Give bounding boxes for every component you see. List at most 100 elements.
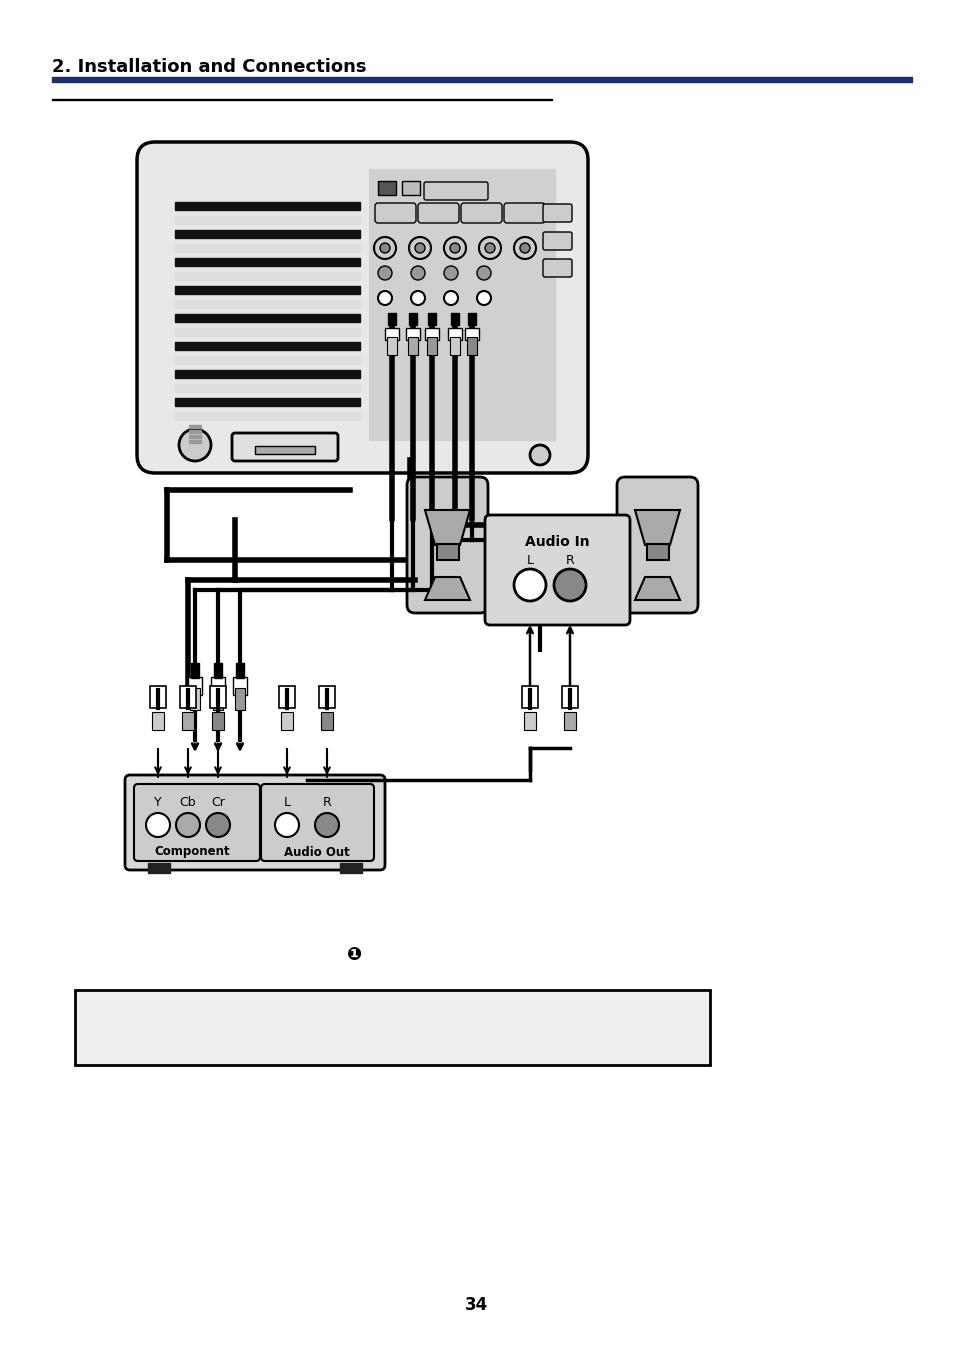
Bar bbox=[451, 313, 458, 325]
Bar bbox=[174, 202, 359, 210]
Bar bbox=[174, 342, 359, 350]
Bar bbox=[174, 231, 359, 239]
Bar bbox=[150, 686, 166, 708]
Bar bbox=[148, 863, 170, 874]
Text: R: R bbox=[322, 795, 331, 809]
Bar bbox=[427, 337, 436, 355]
Bar bbox=[213, 663, 222, 678]
Circle shape bbox=[478, 237, 500, 259]
Bar bbox=[75, 989, 709, 1065]
Bar bbox=[254, 446, 314, 454]
Circle shape bbox=[411, 266, 424, 280]
FancyBboxPatch shape bbox=[133, 785, 260, 861]
Bar bbox=[174, 398, 359, 406]
Bar bbox=[180, 686, 195, 708]
Text: Cb: Cb bbox=[179, 795, 196, 809]
Text: 2. Installation and Connections: 2. Installation and Connections bbox=[52, 58, 366, 75]
Bar bbox=[174, 257, 359, 266]
FancyBboxPatch shape bbox=[617, 477, 698, 613]
Circle shape bbox=[415, 243, 424, 253]
Bar bbox=[52, 98, 552, 100]
Text: Component: Component bbox=[154, 845, 230, 859]
Bar bbox=[385, 328, 398, 340]
FancyBboxPatch shape bbox=[137, 142, 587, 473]
Bar bbox=[450, 337, 459, 355]
Circle shape bbox=[179, 429, 211, 461]
Bar bbox=[278, 686, 294, 708]
Bar bbox=[424, 328, 438, 340]
FancyBboxPatch shape bbox=[484, 515, 629, 625]
FancyBboxPatch shape bbox=[460, 204, 501, 222]
FancyBboxPatch shape bbox=[542, 232, 572, 249]
Circle shape bbox=[554, 569, 585, 601]
Bar bbox=[210, 686, 226, 708]
Bar bbox=[174, 216, 359, 224]
Bar bbox=[152, 712, 164, 731]
Circle shape bbox=[443, 291, 457, 305]
Text: L: L bbox=[283, 795, 291, 809]
Bar bbox=[174, 286, 359, 294]
Circle shape bbox=[514, 237, 536, 259]
Circle shape bbox=[514, 569, 545, 601]
Bar bbox=[428, 313, 436, 325]
Circle shape bbox=[146, 813, 170, 837]
Circle shape bbox=[409, 237, 431, 259]
Bar bbox=[182, 712, 193, 731]
Bar bbox=[234, 687, 245, 710]
Bar bbox=[233, 677, 247, 696]
Circle shape bbox=[314, 813, 338, 837]
Circle shape bbox=[476, 291, 491, 305]
Bar bbox=[189, 439, 201, 443]
Circle shape bbox=[450, 243, 459, 253]
Polygon shape bbox=[424, 510, 470, 545]
FancyBboxPatch shape bbox=[542, 204, 572, 222]
Bar bbox=[320, 712, 333, 731]
Text: Audio In: Audio In bbox=[524, 535, 589, 549]
Bar bbox=[174, 244, 359, 252]
Bar bbox=[339, 863, 361, 874]
Bar bbox=[370, 170, 555, 439]
Bar bbox=[189, 425, 201, 429]
Circle shape bbox=[411, 291, 424, 305]
Circle shape bbox=[530, 445, 550, 465]
Bar bbox=[448, 328, 461, 340]
Bar bbox=[174, 301, 359, 307]
Bar bbox=[408, 337, 417, 355]
Circle shape bbox=[175, 813, 200, 837]
Circle shape bbox=[377, 291, 392, 305]
Circle shape bbox=[206, 813, 230, 837]
FancyBboxPatch shape bbox=[503, 204, 544, 222]
Bar bbox=[188, 677, 202, 696]
Bar bbox=[189, 430, 201, 433]
FancyBboxPatch shape bbox=[407, 477, 488, 613]
FancyBboxPatch shape bbox=[125, 775, 385, 869]
Bar bbox=[387, 337, 396, 355]
Bar bbox=[174, 369, 359, 377]
Bar bbox=[468, 313, 476, 325]
Bar bbox=[212, 712, 224, 731]
FancyBboxPatch shape bbox=[417, 204, 458, 222]
Bar bbox=[521, 686, 537, 708]
Bar bbox=[235, 663, 244, 678]
Bar bbox=[190, 687, 200, 710]
Bar bbox=[52, 77, 911, 82]
FancyBboxPatch shape bbox=[542, 259, 572, 276]
Bar bbox=[174, 356, 359, 364]
FancyBboxPatch shape bbox=[423, 182, 488, 200]
FancyBboxPatch shape bbox=[261, 785, 374, 861]
Bar bbox=[406, 328, 419, 340]
Text: 34: 34 bbox=[465, 1295, 488, 1314]
Text: Audio Out: Audio Out bbox=[284, 845, 350, 859]
Text: L: L bbox=[526, 554, 533, 566]
Text: R: R bbox=[565, 554, 574, 566]
Bar bbox=[174, 314, 359, 322]
Bar bbox=[318, 686, 335, 708]
Bar bbox=[467, 337, 476, 355]
Text: Cr: Cr bbox=[211, 795, 225, 809]
Bar bbox=[377, 181, 395, 195]
FancyBboxPatch shape bbox=[232, 433, 337, 461]
Bar bbox=[401, 181, 419, 195]
Bar bbox=[174, 412, 359, 421]
Bar bbox=[281, 712, 293, 731]
Circle shape bbox=[377, 266, 392, 280]
